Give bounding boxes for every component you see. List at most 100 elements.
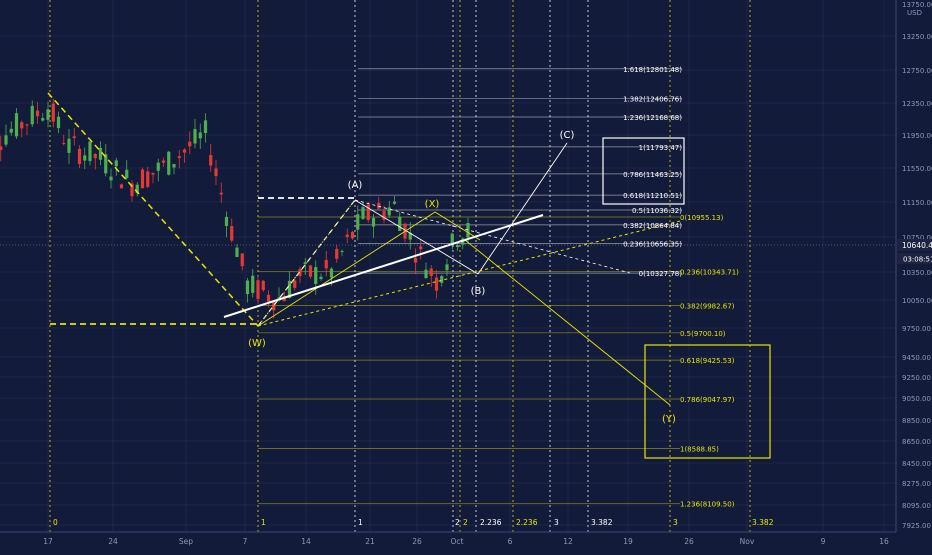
time-tick: Nov	[740, 537, 755, 546]
time-fib-label: 3.382	[752, 518, 774, 527]
price-tick: 9050.00	[902, 395, 931, 403]
candle-body	[4, 135, 8, 145]
candle-body	[450, 233, 454, 246]
candle-body	[30, 105, 34, 125]
wave-labels: (W) (A) (X) (B) (C) (Y)	[248, 130, 676, 425]
time-fib-label: 1	[358, 518, 363, 527]
candle-body	[287, 280, 292, 299]
candle-body	[182, 149, 187, 153]
candle-body	[455, 245, 460, 248]
price-tick: 8275.00	[902, 480, 931, 488]
candle-body	[245, 280, 250, 295]
candle-body	[413, 257, 418, 263]
candle-body	[188, 141, 192, 147]
candle-body	[135, 184, 139, 194]
candle-body	[266, 294, 271, 302]
candle-body	[324, 259, 328, 269]
price-tick: 12350.00	[902, 100, 932, 108]
fib-level-label: 1.236(12168.68)	[623, 114, 682, 122]
time-fib-label: 1	[261, 518, 266, 527]
price-tick: 13250.00	[902, 33, 932, 41]
candle-body	[345, 234, 349, 237]
time-axis[interactable]: 17 24 Sep 7 14 21 26 Oct 6 12 19 26 Nov 9 16	[43, 537, 889, 546]
candle-body	[35, 110, 40, 117]
candle-body	[167, 151, 171, 175]
time-fib-label: 2.236	[516, 518, 538, 527]
price-axis-top-label: 13750.00	[902, 1, 932, 9]
white-target-box	[602, 137, 685, 205]
candle-body	[440, 276, 444, 283]
price-tick: 10350.00	[902, 269, 932, 277]
time-tick: 9	[821, 537, 826, 546]
price-axis[interactable]: 13250.00 12750.00 12350.00 11950.00 11550.00…	[902, 33, 932, 530]
candle-body	[230, 226, 234, 241]
candle-body	[109, 176, 113, 181]
fib-level-label: 1.618(12801.48)	[623, 66, 682, 74]
fib-level-label: 0.786(11463.25)	[623, 171, 682, 179]
candle-body	[51, 103, 55, 122]
price-tick: 12750.00	[902, 67, 932, 75]
price-tick: 10050.00	[902, 297, 932, 305]
candle-body	[298, 269, 302, 276]
candle-body	[25, 124, 29, 126]
fib-level-label: 1.382(12406.76)	[623, 96, 682, 104]
candle-body	[329, 268, 334, 278]
candle-body	[67, 138, 71, 153]
wave-label: (B)	[471, 286, 486, 297]
time-tick: Sep	[179, 537, 193, 546]
fib-levels	[258, 68, 682, 504]
candle-body	[156, 162, 160, 171]
price-tick: 7925.00	[902, 522, 931, 530]
time-tick: 21	[365, 537, 375, 546]
candle-body	[119, 184, 124, 189]
candle-body	[382, 211, 386, 220]
candle-body	[203, 120, 208, 134]
fib-level-label: 0.382(9982.67)	[680, 302, 735, 310]
time-fib-label: 2	[463, 518, 468, 527]
candle-body	[209, 155, 213, 166]
candle-body	[130, 183, 134, 197]
candle-body	[62, 143, 66, 145]
candle-body	[114, 160, 118, 167]
candle-body	[224, 216, 229, 227]
candle-body	[0, 146, 3, 151]
fib-level-label: 0.236(10343.71)	[680, 269, 739, 277]
time-tick: 6	[508, 537, 513, 546]
candle-body	[219, 192, 223, 195]
candle-body	[434, 277, 439, 291]
candle-body	[314, 267, 318, 284]
wave-label: (W)	[248, 338, 266, 349]
candle-body	[319, 276, 323, 280]
candle-body	[371, 217, 376, 227]
candle-body	[424, 269, 428, 279]
candle-body	[20, 122, 24, 129]
candle-body	[387, 207, 391, 216]
grid	[0, 0, 896, 532]
time-fib-label: 3.382	[591, 518, 613, 527]
candle-body	[172, 164, 176, 168]
candle-body	[350, 231, 355, 239]
time-tick: 14	[301, 537, 311, 546]
fib-level-label: 1.236(8109.50)	[680, 500, 735, 508]
target-boxes	[602, 137, 771, 459]
time-tick: 16	[879, 537, 889, 546]
candle-body	[361, 207, 365, 219]
time-tick: 24	[108, 537, 118, 546]
candle-body	[9, 128, 13, 133]
candle-body	[256, 280, 260, 299]
time-tick: 17	[43, 537, 53, 546]
candle-body	[72, 136, 76, 139]
countdown-tag	[897, 253, 932, 264]
candle-body	[83, 155, 87, 161]
fib-level-label: 0.786(9047.97)	[680, 396, 735, 404]
candle-body	[340, 250, 344, 252]
candle-body	[235, 247, 239, 257]
fib-level-label: 1(8588.85)	[680, 446, 719, 454]
price-tick: 9250.00	[902, 374, 931, 382]
candle-body	[41, 118, 45, 121]
time-fib-label: 3	[673, 518, 678, 527]
yellow-target-box	[644, 344, 771, 459]
candle-body	[77, 148, 82, 165]
